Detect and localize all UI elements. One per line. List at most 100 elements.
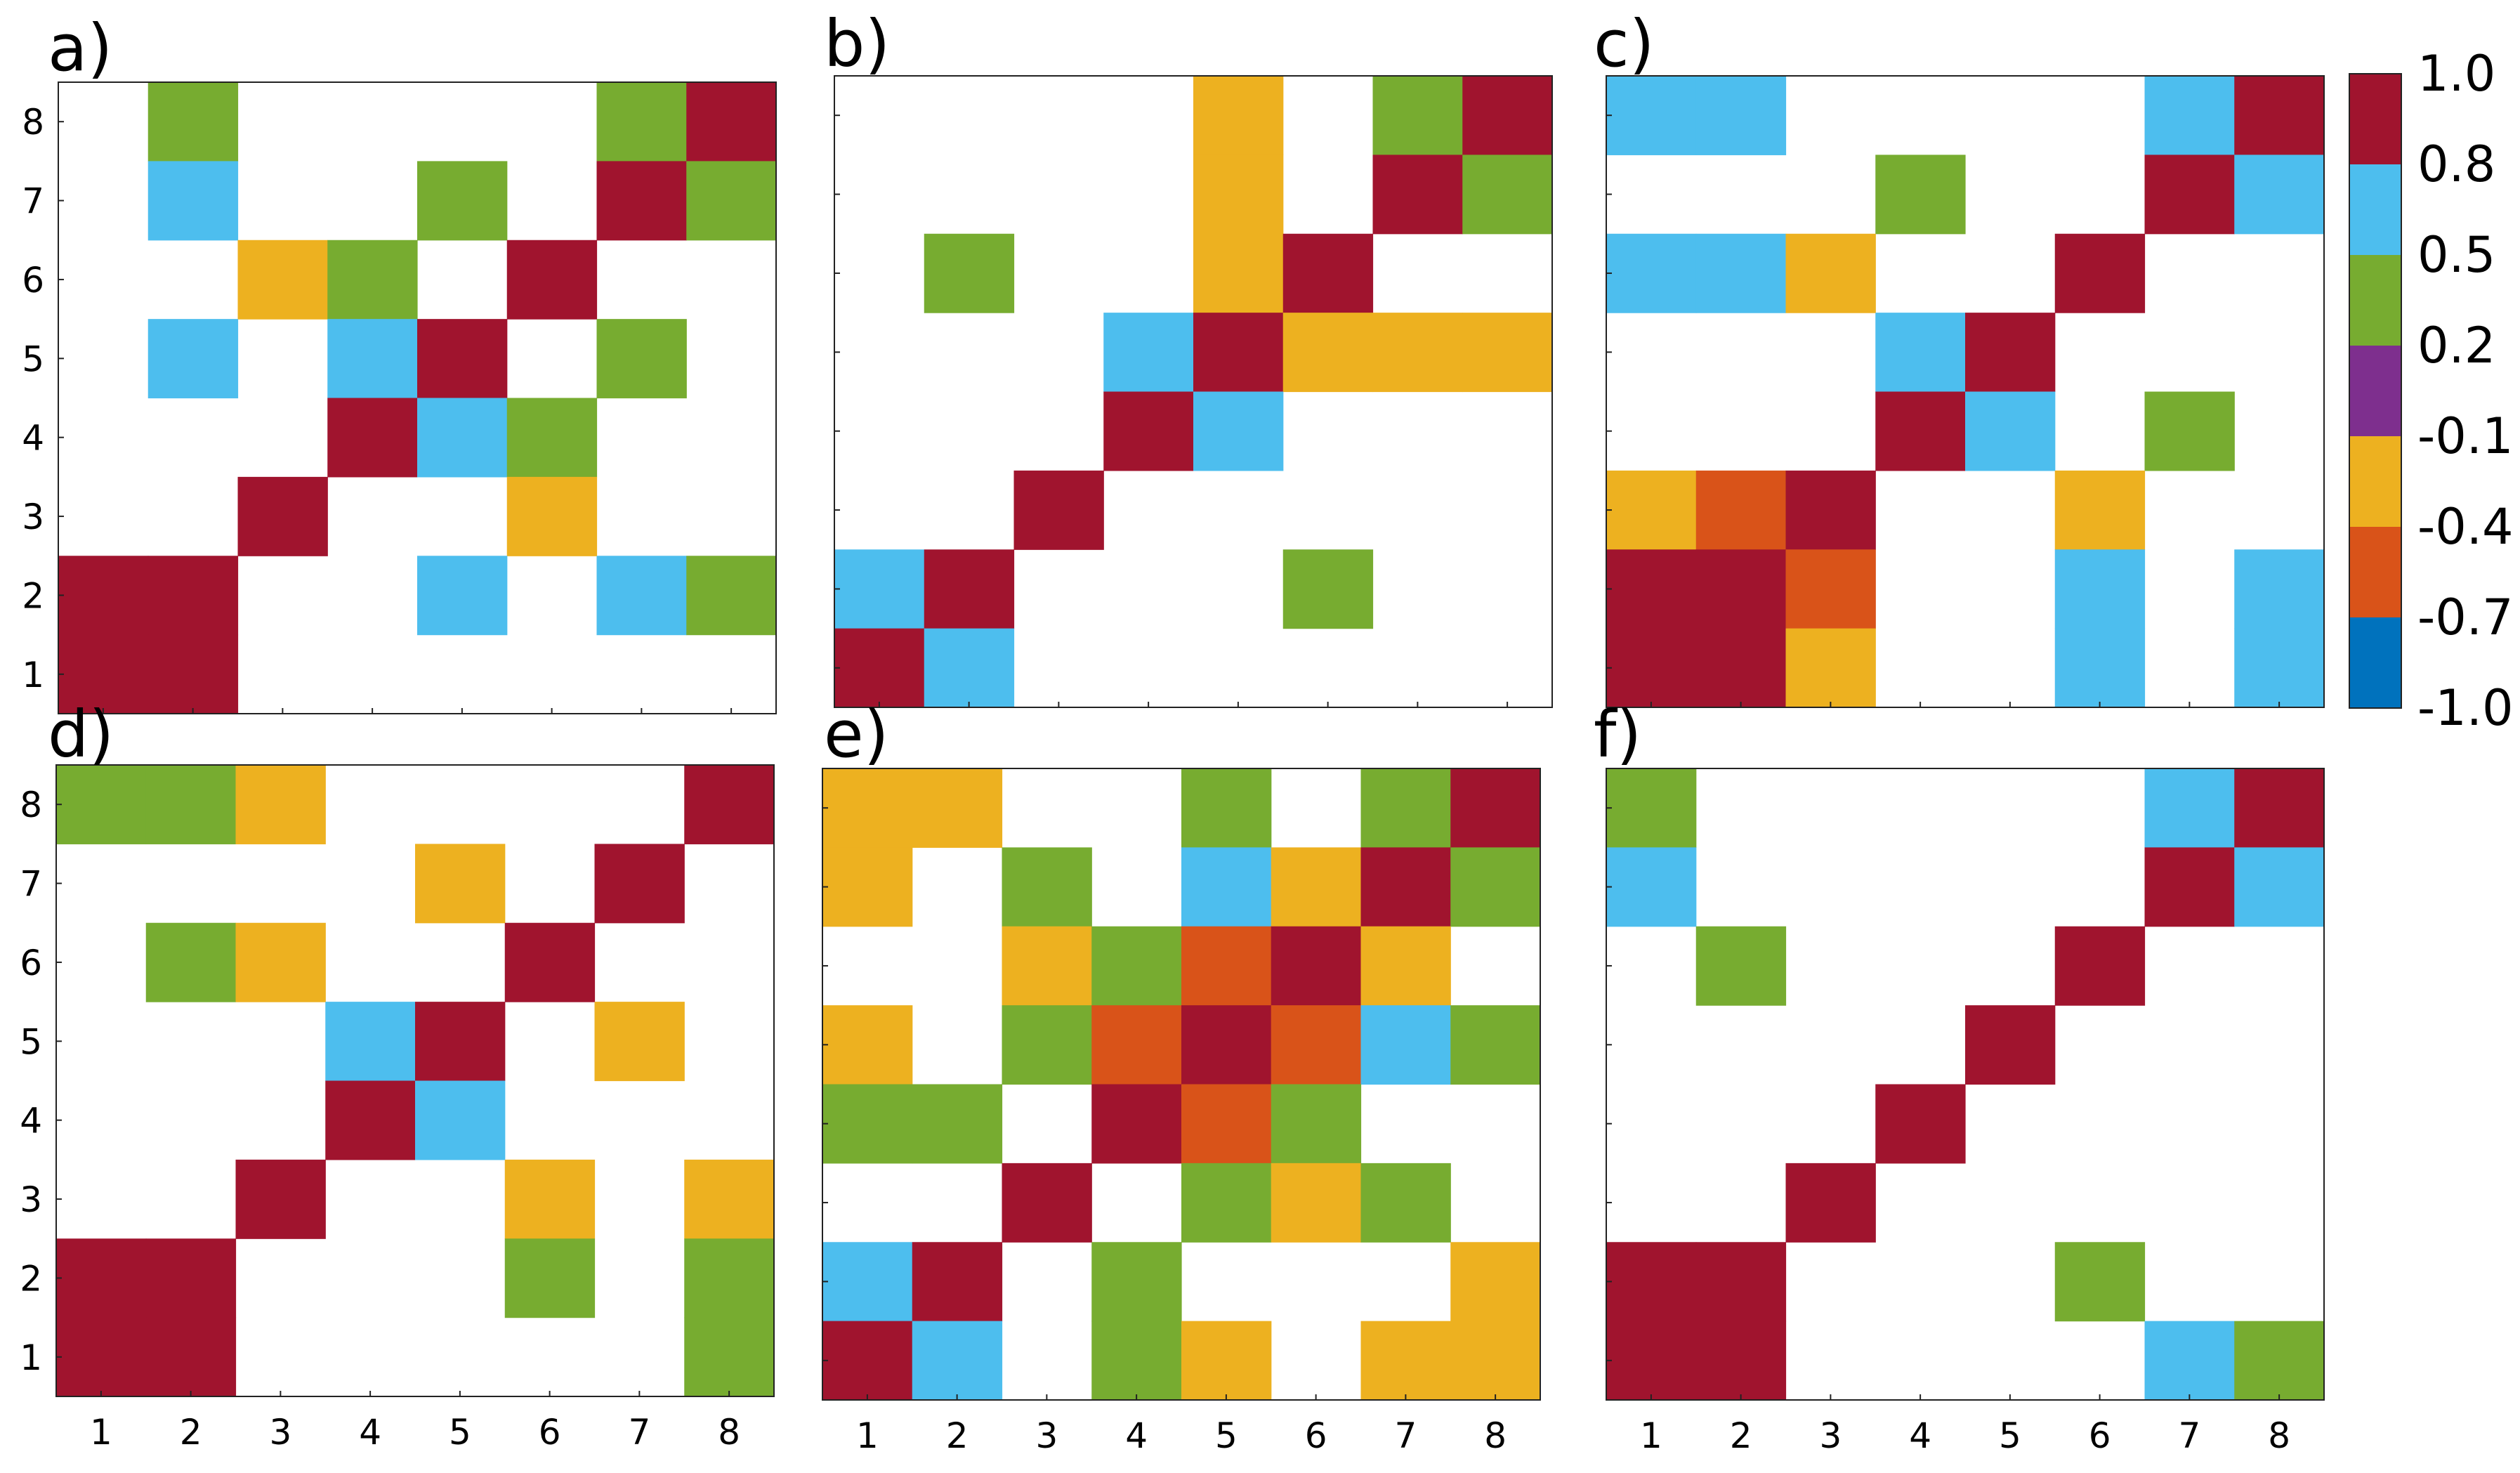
x-tick-label: 7 — [2178, 1415, 2200, 1456]
cell-r8-c8 — [684, 765, 775, 844]
cell-r4-c5 — [1181, 1084, 1272, 1164]
cell-r2-c8 — [686, 556, 777, 636]
panel-a: 1 2 3 4 5 6 7 8a) — [22, 11, 777, 714]
plot-frame — [834, 75, 1553, 708]
cell-r6-c6 — [504, 922, 596, 1002]
x-tick-label: 7 — [1394, 1415, 1417, 1456]
panel-label: d) — [48, 697, 114, 772]
cell-r1-c6 — [2054, 628, 2146, 708]
cell-r7-c1 — [822, 847, 913, 927]
colorbar-frame — [2349, 73, 2402, 709]
cell-r4-c4 — [327, 398, 418, 478]
colorbar-bin — [2349, 255, 2401, 346]
cell-r1-c8 — [684, 1317, 775, 1397]
cell-r3-c5 — [1181, 1163, 1272, 1243]
cell-r1-c2 — [924, 628, 1015, 708]
y-tick-label: 2 — [20, 1258, 42, 1299]
cell-r2-c1 — [56, 1238, 147, 1318]
cell-r6-c2 — [924, 233, 1015, 313]
cell-r8-c1 — [1606, 768, 1697, 848]
cell-r2-c2 — [912, 1242, 1003, 1322]
cell-r1-c1 — [822, 1321, 913, 1401]
cell-r2-c1 — [58, 556, 149, 636]
cell-r2-c2 — [1695, 549, 1787, 629]
y-tick-label: 4 — [20, 1101, 42, 1141]
y-tick-label: 1 — [20, 1337, 42, 1378]
cell-r5-c5 — [1193, 313, 1284, 393]
cell-r7-c8 — [2234, 847, 2325, 927]
x-tick-label: 5 — [449, 1412, 471, 1453]
y-tick-label: 7 — [20, 864, 42, 905]
cell-r5-c5 — [1965, 313, 2056, 393]
cell-r4-c4 — [1091, 1084, 1182, 1164]
cell-r8-c8 — [1462, 76, 1553, 155]
cell-r5-c5 — [1965, 1005, 2056, 1085]
cell-r7-c7 — [2144, 847, 2235, 927]
cell-r8-c2 — [912, 768, 1003, 848]
plot-frame — [1606, 768, 2325, 1401]
y-tick-label: 2 — [22, 575, 44, 616]
cell-r1-c5 — [1181, 1321, 1272, 1401]
cell-r1-c1 — [1606, 1321, 1697, 1401]
cell-r8-c2 — [145, 765, 237, 844]
cell-r7-c7 — [596, 161, 687, 241]
cell-r3-c6 — [504, 1159, 596, 1239]
cell-r2-c6 — [2054, 1242, 2146, 1322]
x-tick-label: 1 — [1640, 1415, 1662, 1456]
plot-frame — [1606, 75, 2325, 708]
cell-r7-c7 — [1360, 847, 1451, 927]
x-tick-label: 4 — [1909, 1415, 1931, 1456]
cell-r1-c7 — [2144, 1321, 2235, 1401]
cell-r3-c3 — [235, 1159, 326, 1239]
cell-r5-c4 — [1091, 1005, 1182, 1085]
x-tick-label: 1 — [90, 1412, 112, 1453]
cell-r5-c5 — [417, 319, 508, 399]
cell-r4-c6 — [506, 398, 598, 478]
y-tick-label: 6 — [22, 260, 44, 301]
cell-r4-c4 — [325, 1080, 416, 1160]
cell-r2-c1 — [1606, 549, 1697, 629]
cell-r6-c7 — [1360, 926, 1451, 1006]
cell-r1-c1 — [58, 634, 149, 714]
cell-r7-c4 — [1875, 155, 1966, 235]
panel-label: e) — [824, 697, 889, 772]
y-tick-label: 5 — [22, 339, 44, 379]
x-tick-label: 3 — [1819, 1415, 1842, 1456]
panel-label: a) — [48, 11, 112, 86]
cell-r7-c8 — [1462, 155, 1553, 235]
cell-r3-c3 — [1002, 1163, 1092, 1243]
cell-r6-c4 — [327, 240, 418, 320]
cell-r1-c2 — [1695, 1321, 1787, 1401]
x-tick-label: 6 — [1305, 1415, 1327, 1456]
cell-r6-c1 — [1606, 233, 1697, 313]
y-tick-label: 3 — [22, 497, 44, 537]
cell-r3-c6 — [2054, 470, 2146, 550]
colorbar-label: 1.0 — [2417, 45, 2495, 103]
cell-r5-c4 — [1875, 313, 1966, 393]
x-tick-label: 6 — [2089, 1415, 2111, 1456]
x-tick-label: 8 — [718, 1412, 740, 1453]
cell-r3-c6 — [506, 476, 598, 556]
cell-r1-c7 — [1360, 1321, 1451, 1401]
cell-r7-c6 — [1271, 847, 1362, 927]
cell-r5-c5 — [1181, 1005, 1272, 1085]
cell-r8-c8 — [2234, 768, 2325, 848]
panel-c: c) — [1594, 6, 2325, 708]
y-tick-label: 4 — [22, 418, 44, 459]
cell-r4-c2 — [912, 1084, 1003, 1164]
cell-r7-c8 — [686, 161, 777, 241]
cell-r1-c1 — [834, 628, 925, 708]
cell-r8-c5 — [1193, 76, 1284, 155]
cell-r5-c2 — [147, 319, 239, 399]
cell-r2-c2 — [1695, 1242, 1787, 1322]
y-tick-label: 6 — [20, 943, 42, 983]
cell-r2-c7 — [596, 556, 687, 636]
cell-r2-c1 — [822, 1242, 913, 1322]
cell-r6-c6 — [1271, 926, 1362, 1006]
cell-r6-c3 — [237, 240, 328, 320]
plot-frame — [55, 764, 775, 1397]
cell-r2-c5 — [417, 556, 508, 636]
y-tick-label: 5 — [20, 1021, 42, 1062]
cell-r2-c2 — [145, 1238, 237, 1318]
